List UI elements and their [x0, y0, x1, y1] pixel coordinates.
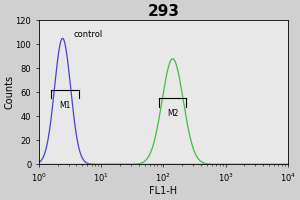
Text: control: control — [73, 30, 102, 39]
Text: M2: M2 — [167, 109, 178, 118]
Y-axis label: Counts: Counts — [4, 75, 14, 109]
X-axis label: FL1-H: FL1-H — [149, 186, 177, 196]
Text: M1: M1 — [59, 101, 71, 110]
Title: 293: 293 — [147, 4, 179, 19]
